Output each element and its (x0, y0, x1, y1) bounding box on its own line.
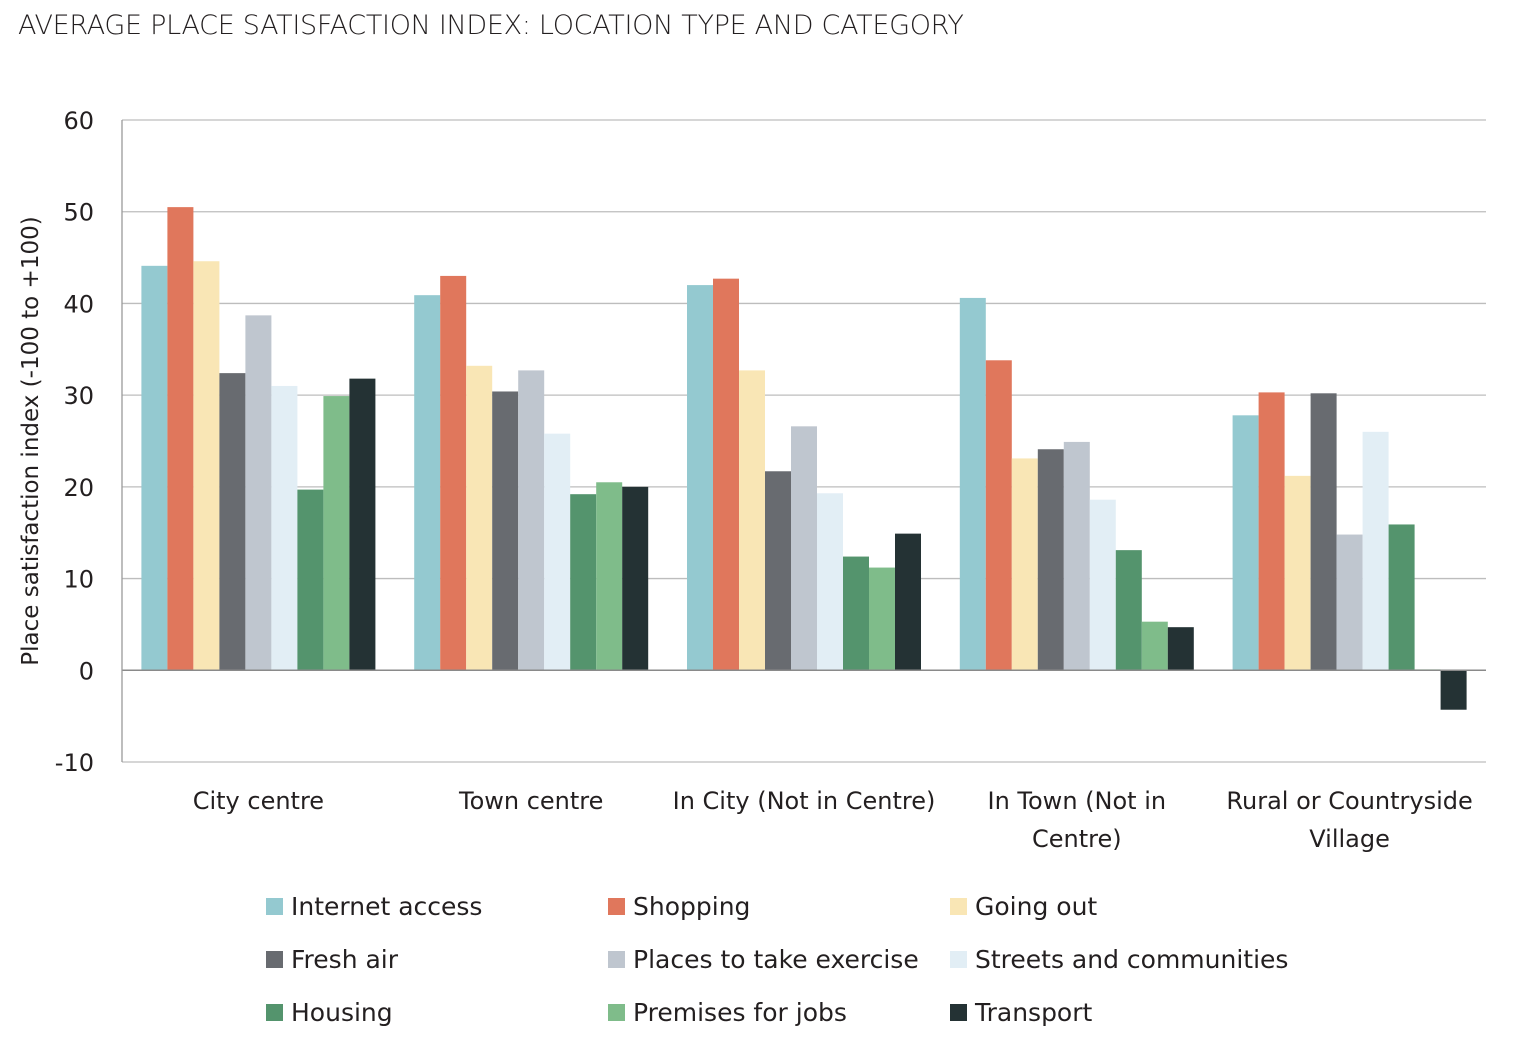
bar (440, 275, 467, 671)
legend-label: Streets and communities (975, 945, 1289, 974)
bar (817, 493, 843, 671)
bar (843, 556, 869, 671)
legend-item: Shopping (608, 892, 750, 921)
bar (1284, 475, 1311, 671)
legend-item: Internet access (266, 892, 482, 921)
bar (570, 494, 597, 671)
bar (297, 489, 324, 671)
bar (791, 426, 817, 671)
x-category-label: Rural or Countryside (1226, 787, 1472, 815)
bar (1440, 670, 1467, 710)
y-tick-label: 30 (63, 382, 94, 410)
y-tick-label: -10 (55, 749, 94, 777)
legend-swatch (950, 898, 967, 915)
bar (167, 207, 194, 671)
legend-swatch (950, 1004, 967, 1021)
bar (518, 370, 545, 671)
legend-label: Housing (291, 998, 393, 1027)
legend-swatch (950, 951, 967, 968)
legend-label: Going out (975, 892, 1098, 921)
bar (141, 265, 168, 671)
bar (1258, 392, 1285, 671)
legend-label: Shopping (633, 892, 751, 921)
legend-label: Premises for jobs (633, 998, 847, 1027)
x-category-label: In Town (Not in (988, 787, 1167, 815)
legend-item: Premises for jobs (608, 998, 847, 1027)
bar (959, 297, 986, 671)
bar (193, 261, 220, 671)
y-tick-label: 50 (63, 199, 94, 227)
legend-item: Going out (950, 892, 1097, 921)
legend-item: Transport (950, 998, 1092, 1027)
x-category-label: Village (1309, 825, 1390, 853)
chart-title: AVERAGE PLACE SATISFACTION INDEX: LOCATI… (18, 10, 964, 41)
bar (219, 373, 246, 671)
y-tick-label: 20 (63, 474, 94, 502)
bar (1310, 393, 1337, 671)
legend-label: Internet access (291, 892, 483, 921)
bar (895, 533, 921, 671)
labels: 60 50 40 30 20 10 0 -10 City centre Town centre In… (55, 107, 1473, 853)
legend-swatch (266, 1004, 283, 1021)
y-tick-label: 10 (63, 566, 94, 594)
legend-swatch (266, 898, 283, 915)
bar (1141, 621, 1168, 671)
chart-plot: 60 50 40 30 20 10 0 -10 City centre Town centre In… (18, 107, 1486, 853)
bar (1388, 524, 1415, 671)
legend-label: Places to take exercise (633, 945, 919, 974)
bar (1336, 534, 1363, 671)
bar (765, 471, 791, 671)
bar (323, 396, 350, 671)
bar (245, 315, 272, 671)
legend-label: Transport (975, 998, 1093, 1027)
legend-item: Housing (266, 998, 393, 1027)
bar (1232, 415, 1259, 671)
bar (622, 486, 649, 671)
legend-swatch (266, 951, 283, 968)
bar (414, 295, 441, 671)
legend-swatch (608, 898, 625, 915)
bar (1115, 550, 1142, 671)
bar (739, 370, 765, 671)
bar (544, 433, 571, 671)
legend-swatch (608, 951, 625, 968)
bars (141, 207, 1467, 710)
legend-item: Places to take exercise (608, 945, 919, 974)
bar (1063, 441, 1090, 671)
bar (1037, 449, 1064, 671)
bar (713, 278, 739, 671)
legend-item: Fresh air (266, 945, 398, 974)
bar (271, 385, 298, 671)
legend-swatch (608, 1004, 625, 1021)
legend-item: Streets and communities (950, 945, 1288, 974)
bar (1011, 458, 1038, 671)
x-category-label: In City (Not in Centre) (673, 787, 936, 815)
bar (492, 391, 519, 671)
bar (687, 285, 713, 671)
bar (985, 360, 1012, 671)
y-tick-label: 40 (63, 290, 94, 318)
bar (1362, 431, 1389, 671)
bar (869, 567, 895, 671)
y-tick-label: 60 (63, 107, 94, 135)
bar (1167, 627, 1194, 671)
legend-label: Fresh air (291, 945, 399, 974)
y-axis-title: Place satisfaction index (-100 to +100) (18, 216, 44, 665)
x-category-label: Centre) (1032, 825, 1122, 853)
y-tick-label: 0 (79, 657, 94, 685)
x-category-label: City centre (193, 787, 324, 815)
bar (466, 365, 493, 671)
bar (349, 378, 376, 671)
x-category-label: Town centre (458, 787, 603, 815)
axes (121, 120, 1486, 762)
bar (1089, 499, 1116, 671)
bar (596, 482, 623, 671)
